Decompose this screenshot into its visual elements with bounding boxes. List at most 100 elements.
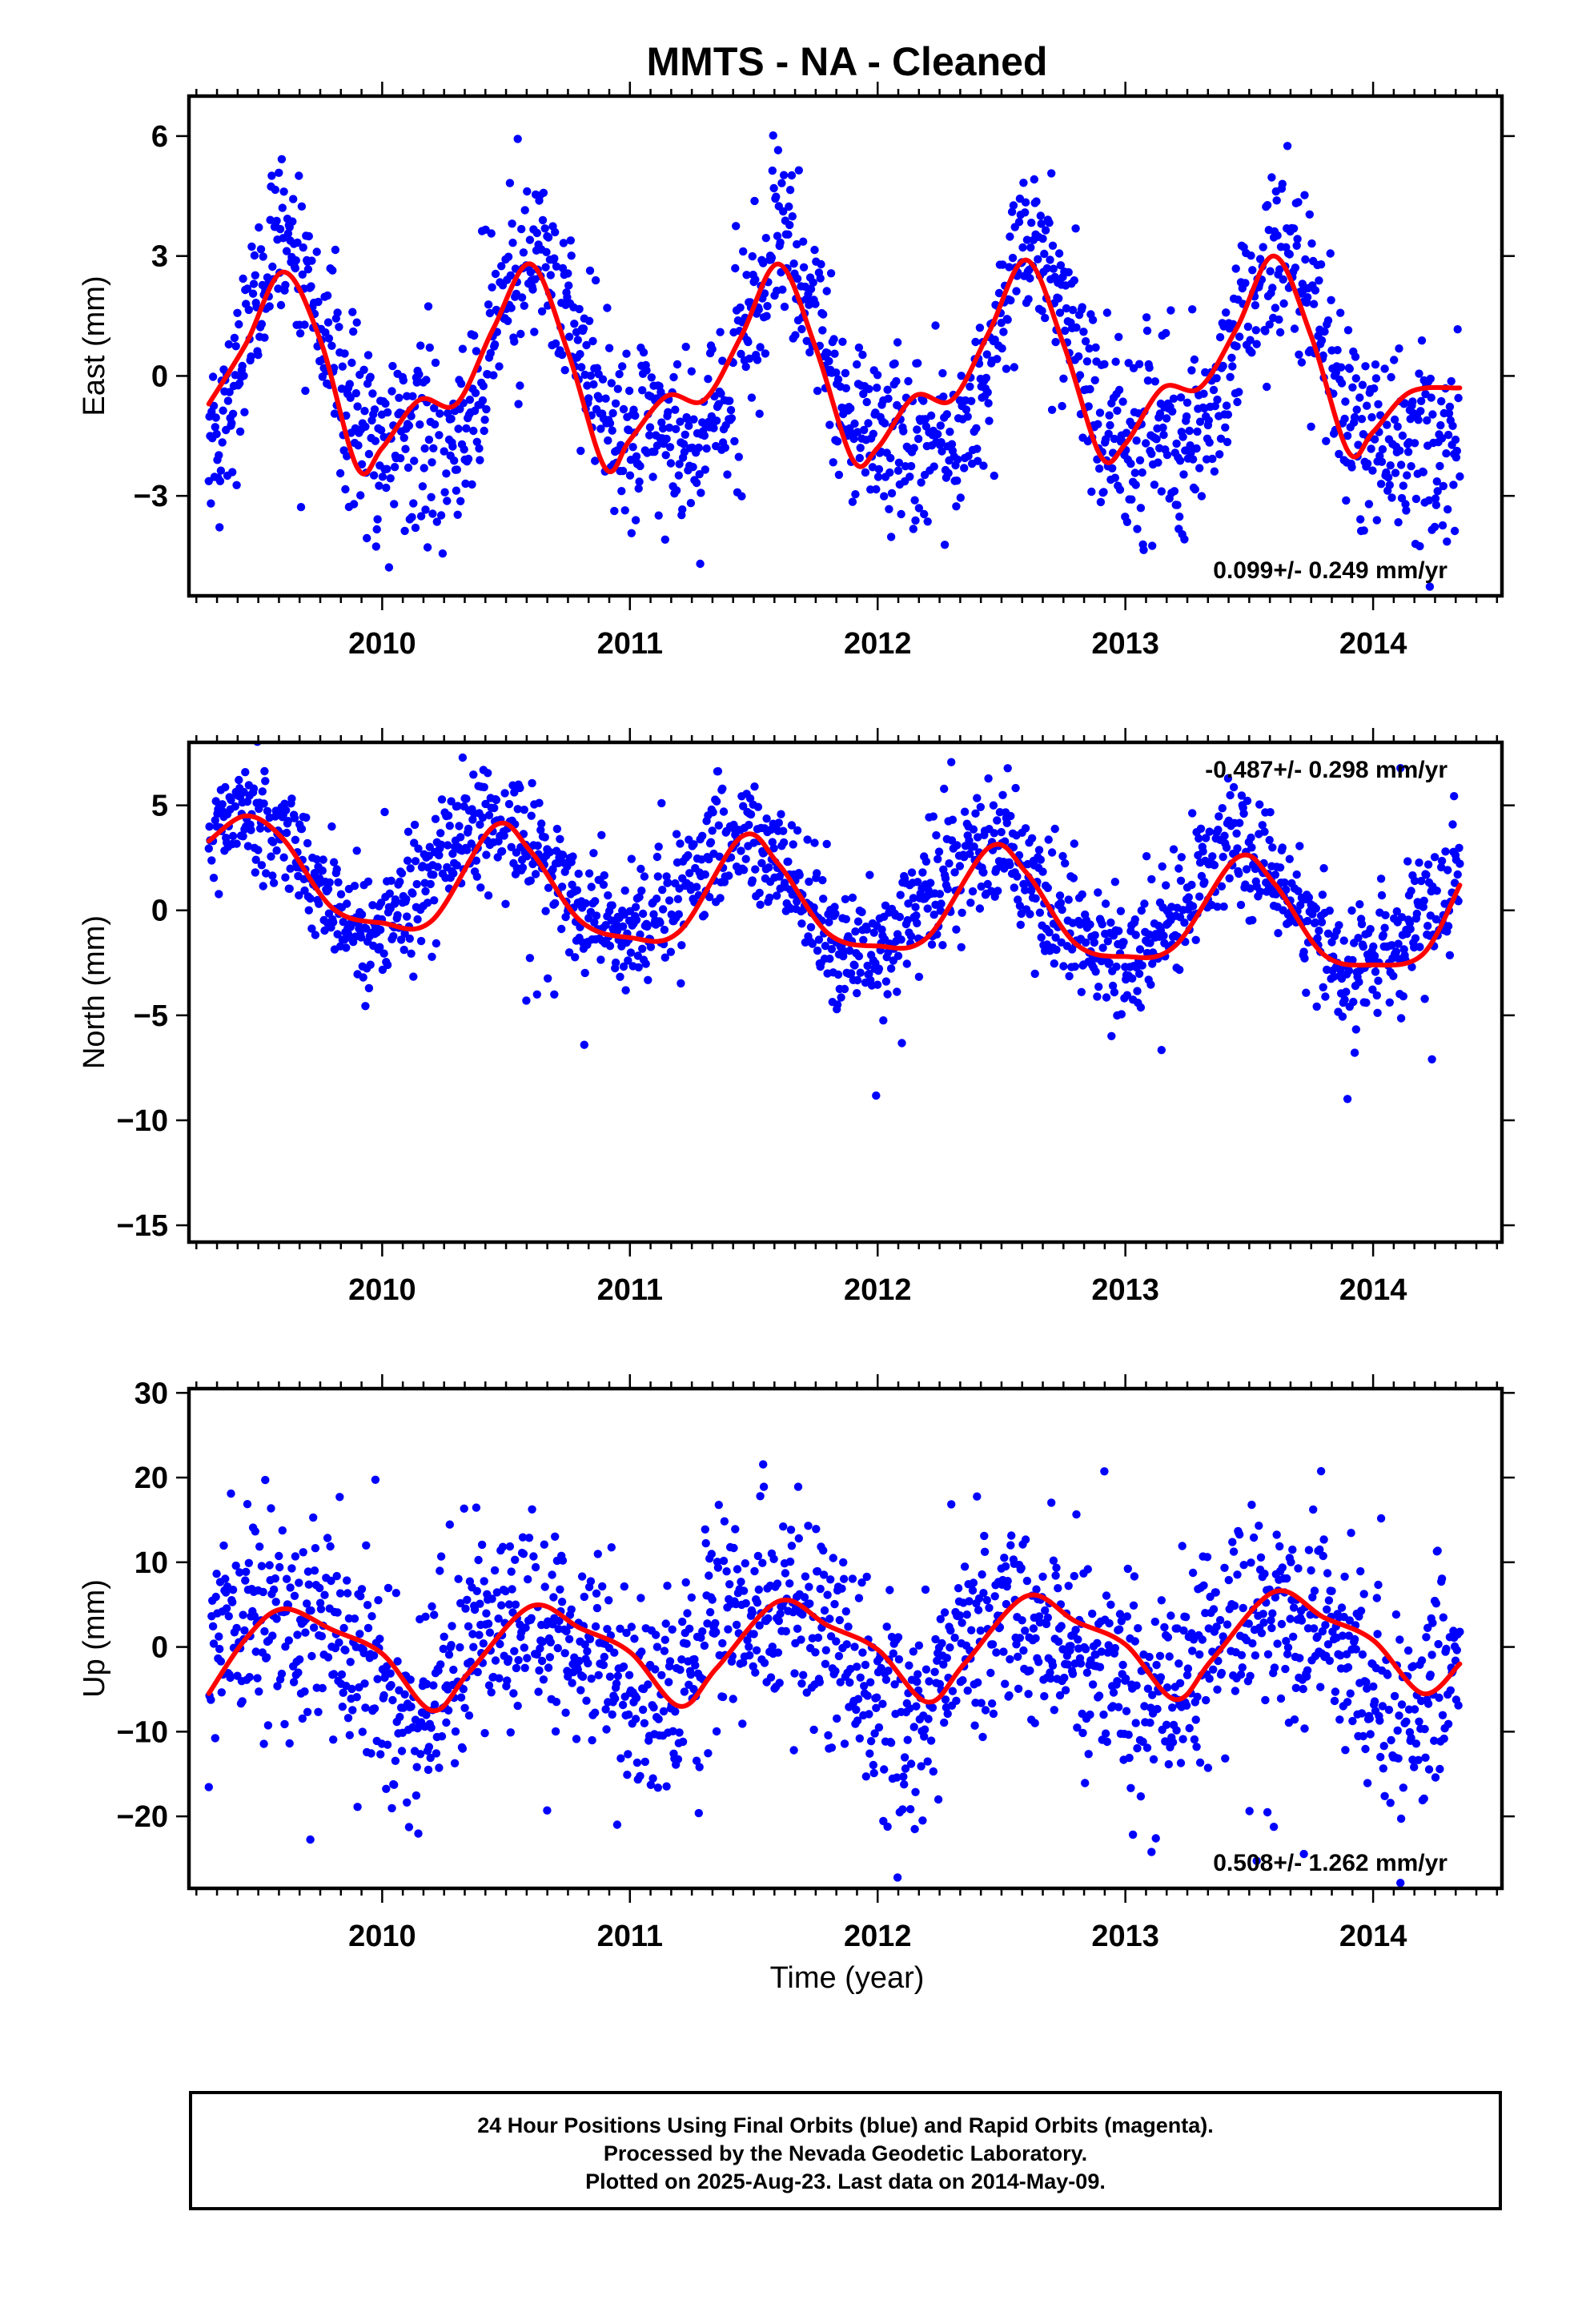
data-point: [694, 1808, 703, 1818]
data-point: [1405, 919, 1415, 927]
data-point: [873, 980, 882, 989]
data-point: [787, 821, 797, 830]
data-point: [1209, 1665, 1218, 1674]
data-point: [616, 1754, 625, 1763]
data-point: [363, 877, 373, 887]
data-point: [451, 1727, 460, 1736]
data-point: [409, 972, 418, 981]
data-point: [282, 806, 291, 814]
data-point: [695, 1763, 704, 1771]
data-point: [1212, 374, 1221, 383]
data-point: [480, 1577, 488, 1586]
data-point: [423, 1679, 432, 1689]
data-point: [969, 825, 978, 834]
data-point: [1411, 934, 1420, 943]
data-point: [823, 1590, 832, 1599]
data-point: [1037, 933, 1046, 942]
data-point: [1038, 1572, 1047, 1582]
data-point: [245, 1673, 254, 1682]
data-point: [587, 883, 596, 891]
data-point: [1377, 457, 1387, 466]
data-point: [204, 1783, 213, 1791]
data-point: [260, 333, 269, 342]
data-point: [428, 458, 436, 467]
data-point: [387, 1803, 396, 1813]
data-point: [1185, 1723, 1194, 1733]
data-point: [750, 1566, 759, 1576]
data-point: [821, 1659, 830, 1668]
data-point: [1437, 862, 1446, 872]
data-point: [839, 1558, 848, 1567]
data-point: [516, 381, 524, 390]
data-point: [582, 340, 591, 350]
data-point: [1233, 1570, 1242, 1579]
data-point: [1142, 313, 1151, 322]
data-point: [1138, 468, 1146, 477]
data-point: [1358, 380, 1367, 389]
data-point: [906, 461, 916, 471]
data-point: [718, 1692, 728, 1702]
data-point: [632, 1694, 641, 1703]
data-point: [634, 963, 643, 972]
data-point: [756, 900, 765, 909]
data-point: [1357, 919, 1367, 929]
data-point: [261, 1475, 270, 1485]
data-point: [1205, 827, 1214, 836]
data-point: [1162, 450, 1172, 460]
data-point: [1088, 1680, 1098, 1689]
data-point: [299, 1548, 307, 1557]
data-point: [970, 1721, 979, 1730]
data-point: [587, 1675, 596, 1683]
data-point: [437, 1732, 447, 1741]
data-point: [802, 336, 811, 345]
data-point: [636, 1771, 644, 1780]
data-point: [1058, 851, 1067, 861]
data-point: [311, 931, 320, 939]
data-point: [1007, 1531, 1016, 1540]
data-point: [564, 1634, 574, 1643]
data-point: [741, 1598, 750, 1608]
data-point: [1087, 487, 1096, 497]
data-point: [749, 1630, 758, 1638]
data-point: [661, 451, 670, 460]
data-point: [396, 877, 404, 887]
data-point: [1043, 883, 1053, 893]
data-point: [705, 1608, 715, 1617]
data-point: [1102, 993, 1111, 1002]
data-point: [527, 1614, 536, 1622]
data-point: [896, 891, 905, 899]
data-point: [1333, 346, 1342, 355]
data-point: [861, 1660, 870, 1670]
data-point: [973, 1492, 982, 1501]
data-point: [391, 1756, 400, 1765]
data-point: [397, 869, 407, 878]
data-point: [869, 928, 878, 937]
data-point: [673, 895, 683, 903]
data-point: [584, 394, 593, 403]
data-point: [893, 338, 902, 347]
data-point: [818, 895, 828, 903]
data-point: [1237, 791, 1247, 800]
data-point: [413, 915, 422, 924]
data-point: [854, 1594, 864, 1602]
data-point: [831, 909, 840, 919]
data-point: [1279, 275, 1287, 284]
data-point: [584, 869, 594, 878]
data-point: [380, 807, 389, 817]
data-point: [319, 855, 327, 864]
data-point: [378, 472, 387, 481]
data-point: [1009, 842, 1018, 852]
data-point: [503, 1676, 512, 1685]
data-point: [1156, 1673, 1166, 1682]
data-point: [881, 1675, 891, 1684]
data-point: [1243, 796, 1252, 806]
data-point: [818, 310, 828, 319]
data-point: [272, 846, 281, 855]
data-point: [902, 959, 912, 968]
data-point: [268, 1631, 277, 1640]
data-point: [1231, 264, 1240, 273]
data-point: [602, 1725, 611, 1734]
data-point: [370, 405, 379, 414]
data-point: [1379, 931, 1388, 940]
data-point: [637, 1647, 646, 1656]
